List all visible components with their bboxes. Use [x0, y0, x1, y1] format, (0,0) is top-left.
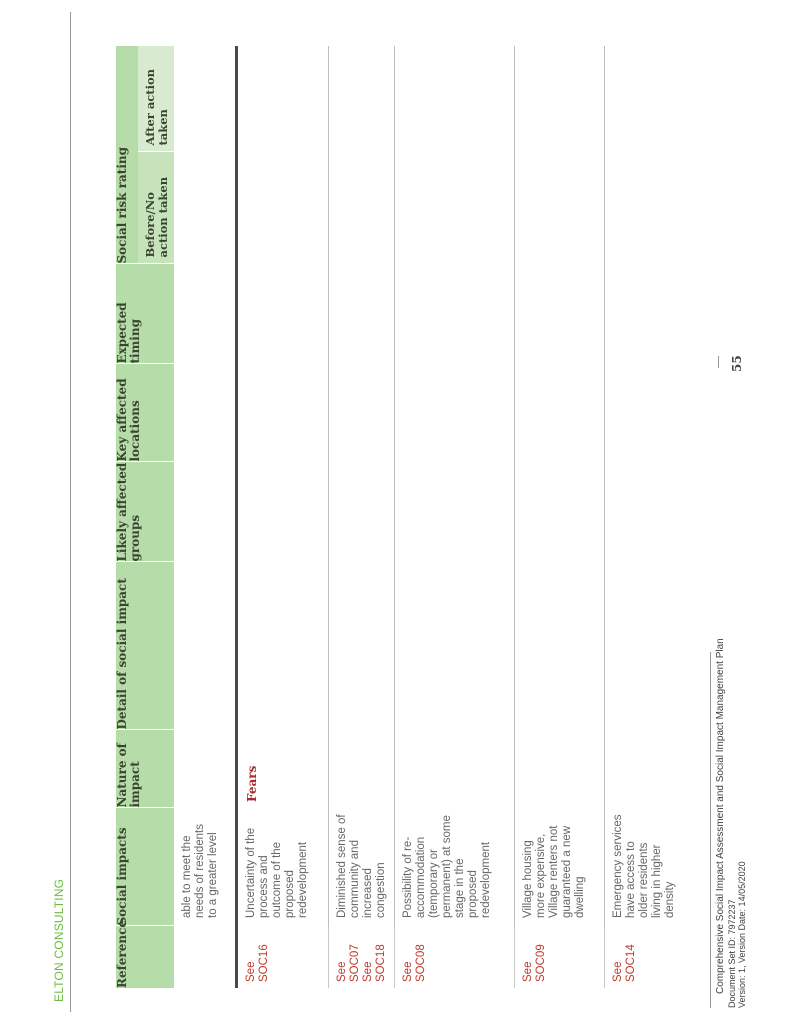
social-impact-cell: Emergency services have access to older … — [611, 814, 676, 918]
reference-cell: See SOC14 — [605, 926, 644, 988]
social-impact-cell: Village housing more expensive, Village … — [521, 825, 586, 918]
table-row-continuation: able to meet the needs of residents to a… — [174, 46, 236, 988]
footer-rule — [710, 652, 711, 1008]
footer-doc-id: Document Set ID: 7972237 — [727, 899, 737, 1008]
page-number-rule — [718, 356, 719, 368]
footer-version: Version: 1, Version Date: 14/05/2020 — [737, 861, 747, 1008]
continuation-text: able to meet the needs of residents to a… — [181, 824, 219, 918]
reference-cell: See SOC09 — [515, 926, 554, 988]
col-header-risk: Social risk rating — [115, 46, 138, 264]
category-label: Fears — [244, 765, 259, 802]
col-header-locations: Key affected locations — [115, 364, 174, 462]
social-impact-cell: Uncertainty of the process and outcome o… — [244, 827, 309, 918]
table-row: See SOC16 Uncertainty of the process and… — [236, 46, 328, 988]
reference-link[interactable]: See SOC16 — [244, 944, 270, 982]
reference-cell: See SOC08 — [395, 926, 434, 988]
page-number: 55 — [730, 355, 744, 372]
col-header-detail: Detail of social impact — [115, 562, 174, 730]
col-header-social-impacts: Social impacts — [115, 808, 174, 926]
social-impact-cell: Possibility of re-accommodation (tempora… — [401, 815, 492, 918]
col-header-risk-after: After action taken — [138, 46, 174, 152]
reference-link[interactable]: See SOC07 — [335, 944, 361, 982]
reference-link[interactable]: See SOC14 — [611, 944, 637, 982]
social-impact-cell: Diminished sense of community and increa… — [335, 814, 387, 918]
header-rule — [70, 12, 71, 1012]
col-header-reference: Reference — [115, 920, 174, 988]
header-row: Reference Social impacts Nature of impac… — [115, 46, 174, 988]
social-impact-table: Reference Social impacts Nature of impac… — [115, 46, 684, 988]
table-row: See SOC14 Emergency services have access… — [604, 46, 684, 988]
reference-link[interactable]: See SOC09 — [521, 944, 547, 982]
table-row: See SOC07 See SOC18 Diminished sense of c… — [328, 46, 394, 988]
col-header-groups: Likely affected groups — [115, 462, 174, 562]
col-header-risk-before: Before/No action taken — [138, 152, 174, 264]
reference-link[interactable]: See SOC18 — [361, 944, 387, 982]
col-header-nature: Nature of impact — [115, 730, 174, 808]
col-header-timing: Expected timing — [115, 264, 174, 364]
reference-link[interactable]: See SOC08 — [401, 944, 427, 982]
footer-title: Comprehensive Social Impact Assessment a… — [715, 638, 726, 994]
reference-cell: See SOC16 — [238, 926, 277, 988]
table-row: See SOC09 Village housing more expensive… — [514, 46, 604, 988]
brand-header: ELTON CONSULTING — [52, 878, 66, 1002]
reference-cell: See SOC07 See SOC18 — [329, 926, 394, 988]
table-row: See SOC08 Possibility of re-accommodatio… — [394, 46, 514, 988]
